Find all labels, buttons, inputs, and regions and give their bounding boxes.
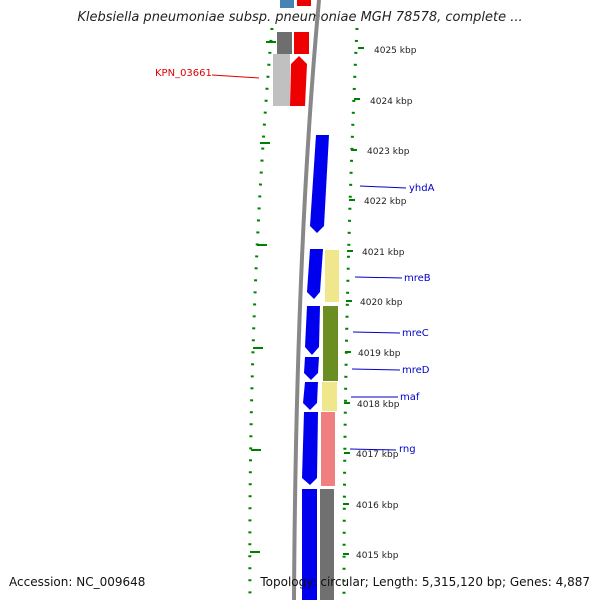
leader-line-mreD — [351, 368, 401, 371]
leader-line-yhdA — [359, 185, 407, 189]
gene-label-maf: maf — [400, 392, 420, 403]
left-ring-ticks — [250, 41, 276, 553]
ruler-label: 4020 kbp — [360, 298, 403, 308]
gene-label-yhdA: yhdA — [409, 183, 435, 194]
map-title: Klebsiella pneumoniae subsp. pneumoniae … — [77, 10, 523, 25]
ruler-label: 4019 kbp — [358, 349, 401, 359]
gene-label-mreC: mreC — [402, 328, 429, 339]
cog-block — [273, 54, 290, 106]
gene-label-mreB: mreB — [404, 273, 431, 284]
cog-block — [280, 0, 294, 8]
cds-forward-rng — [302, 412, 318, 485]
ruler-label: 4021 kbp — [362, 248, 405, 258]
genome-summary-text: Topology: circular; Length: 5,315,120 bp… — [260, 575, 590, 589]
cds-forward-mreC — [305, 306, 320, 355]
ruler-label: 4015 kbp — [356, 551, 399, 561]
cog-block-rng — [321, 412, 335, 486]
cog-block — [277, 32, 292, 54]
ruler-label: 4024 kbp — [370, 97, 413, 107]
backbone-arc — [292, 0, 321, 600]
gene-label-mreD: mreD — [402, 365, 430, 376]
gene-label-rng: rng — [399, 444, 416, 455]
outer-ring-left — [248, 27, 274, 600]
cds-forward-maf — [303, 382, 318, 410]
ruler-label: 4016 kbp — [356, 501, 399, 511]
cds-reverse — [294, 32, 309, 54]
cog-block-mreC — [323, 306, 338, 381]
outer-ring-right — [342, 27, 359, 600]
accession-text: Accession: NC_009648 — [9, 575, 146, 589]
leader-line-rng — [349, 448, 397, 451]
ruler-label: 4017 kbp — [356, 450, 399, 460]
ruler-label: 4025 kbp — [374, 46, 417, 56]
ruler-ticks — [343, 47, 364, 555]
cds-reverse-kpn03661 — [290, 56, 307, 106]
leader-line-kpn03661 — [211, 74, 260, 79]
cog-block-mreB — [325, 250, 339, 302]
ruler-label: 4023 kbp — [367, 147, 410, 157]
cds-reverse — [297, 0, 311, 6]
cds-forward-mreB — [307, 249, 323, 299]
cds-forward-mreD — [304, 357, 319, 380]
gene-label-kpn03661: KPN_03661 — [155, 68, 212, 79]
cds-forward-yhdA — [310, 135, 329, 233]
cog-block-maf — [322, 382, 337, 411]
ruler-label: 4018 kbp — [357, 400, 400, 410]
leader-line-mreC — [352, 331, 401, 334]
cds-forward — [302, 489, 317, 600]
ruler-label: 4022 kbp — [364, 197, 407, 207]
leader-line-mreB — [354, 276, 403, 279]
cog-block — [320, 489, 334, 600]
